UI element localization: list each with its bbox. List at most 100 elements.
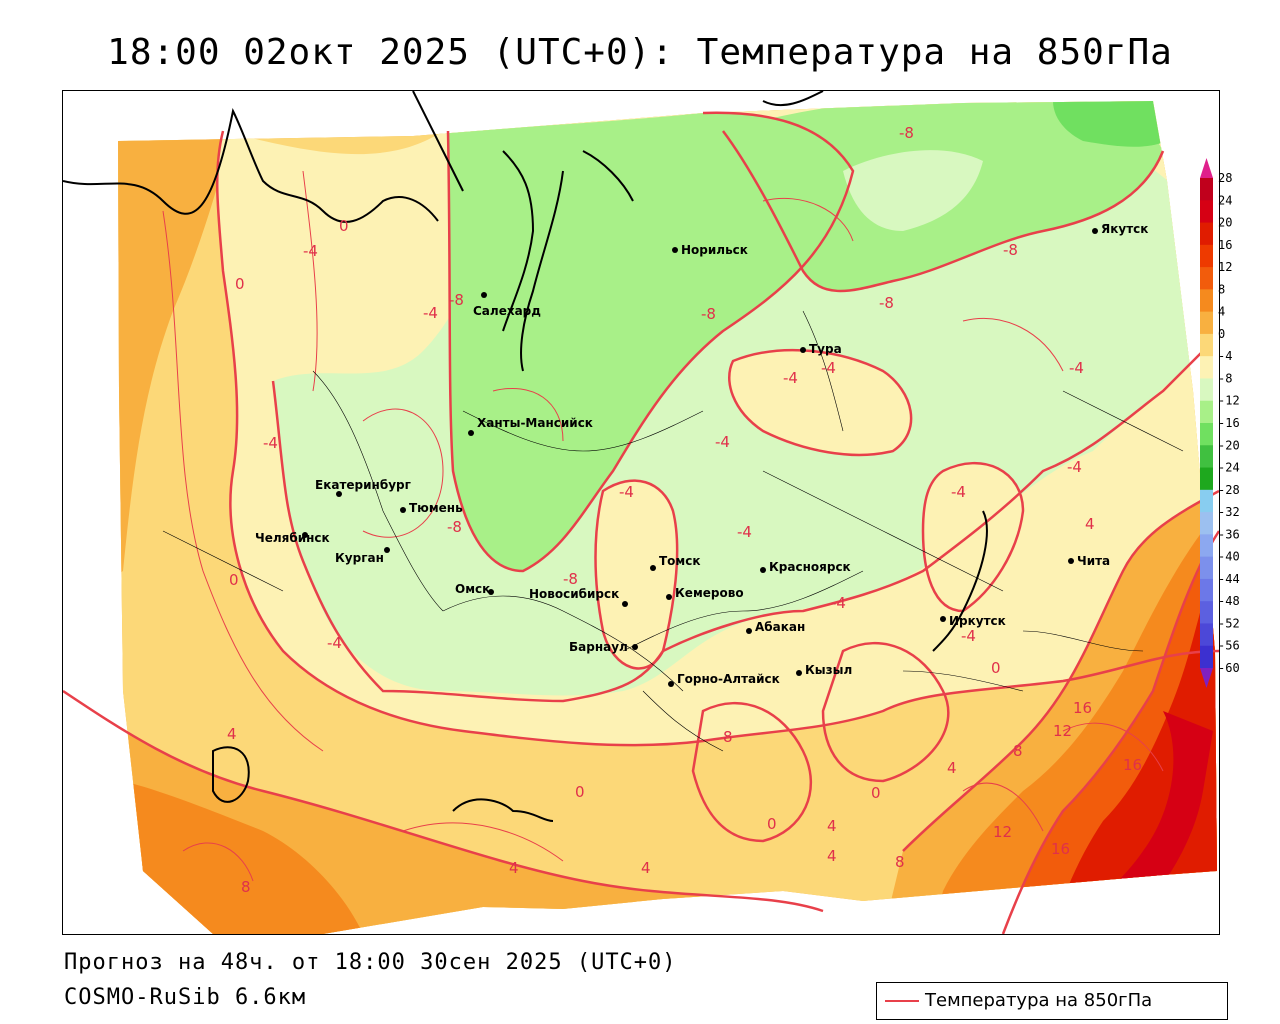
svg-text:Абакан: Абакан [755, 620, 805, 634]
city-gorno-altaysk[interactable]: Горно-Алтайск [668, 672, 780, 687]
city-barnaul[interactable]: Барнаул [569, 640, 638, 654]
colorbar-block [1200, 489, 1213, 513]
contour-label: 8 [723, 728, 733, 746]
colorbar-tick-label: -40 [1218, 550, 1240, 564]
contour-label: 8 [1013, 742, 1023, 760]
colorbar-block [1200, 512, 1213, 535]
city-norilsk[interactable]: Норильск [672, 243, 748, 257]
colorbar-tick-label: 16 [1218, 238, 1232, 252]
svg-text:Кызыл: Кызыл [805, 663, 852, 677]
svg-text:Норильск: Норильск [681, 243, 748, 257]
city-novosibirsk[interactable]: Новосибирск [529, 587, 628, 607]
colorbar-block [1200, 556, 1213, 580]
colorbar-tick-label: -48 [1218, 594, 1240, 608]
contour-label: -8 [701, 305, 716, 323]
contour-label: 0 [767, 815, 777, 833]
svg-text:Екатеринбург: Екатеринбург [315, 478, 411, 492]
colorbar-top-arrow [1200, 158, 1213, 178]
contour-label: 4 [509, 859, 519, 877]
city-tyumen[interactable]: Тюмень [400, 501, 463, 515]
colorbar-tick-label: -28 [1218, 483, 1240, 497]
colorbar-tick-label: -32 [1218, 505, 1240, 519]
contour-label: 4 [1085, 515, 1095, 533]
colorbar-block [1200, 378, 1213, 402]
contour-label: -4 [715, 433, 730, 451]
svg-text:Кемерово: Кемерово [675, 586, 744, 600]
colorbar-tick-label: -60 [1218, 661, 1240, 675]
colorbar-block [1200, 333, 1213, 357]
contour-label: 16 [1123, 756, 1142, 774]
colorbar-block [1200, 645, 1213, 669]
contour-label: 4 [827, 847, 837, 865]
svg-text:Чита: Чита [1077, 554, 1110, 568]
colorbar-block [1200, 534, 1213, 558]
svg-text:Иркутск: Иркутск [949, 614, 1006, 628]
svg-text:Тура: Тура [809, 342, 842, 356]
contour-label: -4 [423, 304, 438, 322]
colorbar-block [1200, 400, 1213, 424]
colorbar-block [1200, 222, 1213, 246]
city-abakan[interactable]: Абакан [746, 620, 805, 634]
contour-label: 4 [827, 817, 837, 835]
svg-text:Горно-Алтайск: Горно-Алтайск [677, 672, 780, 686]
contour-label: -4 [1067, 458, 1082, 476]
colorbar-tick-label: -20 [1218, 438, 1240, 452]
temperature-map[interactable]: Салехард Норильск Якутск Тура Ханты-Манс… [62, 90, 1220, 935]
contour-label: 0 [339, 217, 349, 235]
city-tura[interactable]: Тура [800, 342, 842, 356]
colorbar-tick-label: -8 [1218, 371, 1232, 385]
colorbar-block [1200, 311, 1213, 335]
contour-label: 8 [241, 878, 251, 896]
svg-text:Челябинск: Челябинск [255, 531, 330, 545]
city-irkutsk[interactable]: Иркутск [940, 614, 1006, 628]
contour-label: 4 [227, 725, 237, 743]
legend-line-swatch [885, 1000, 919, 1002]
svg-text:Тюмень: Тюмень [409, 501, 463, 515]
svg-text:Курган: Курган [335, 551, 384, 565]
colorbar-tick-label: -36 [1218, 527, 1240, 541]
contour-label: -4 [961, 627, 976, 645]
contour-label: 4 [641, 859, 651, 877]
contour-label: 0 [235, 275, 245, 293]
contour-label: 8 [895, 853, 905, 871]
city-krasnoyarsk[interactable]: Красноярск [760, 560, 851, 574]
contour-label: 4 [947, 759, 957, 777]
coastlines [63, 91, 988, 822]
colorbar-blocks [1200, 158, 1213, 688]
city-yakutsk[interactable]: Якутск [1092, 222, 1148, 236]
model-info: COSMO-RuSib 6.6км [64, 985, 307, 1010]
map-title: 18:00 02окт 2025 (UTC+0): Температура на… [107, 32, 1173, 73]
contour-label: -4 [951, 483, 966, 501]
colorbar-tick-label: -16 [1218, 416, 1240, 430]
svg-text:Ханты-Мансийск: Ханты-Мансийск [477, 416, 593, 430]
contour-label: -8 [879, 294, 894, 312]
contour-label: -4 [303, 242, 318, 260]
colorbar-labels: 28 24 20 16 12 8 4 0 -4 -8 -12 -16 -20 -24 -28 -32 -36 -4… [1218, 171, 1240, 675]
legend-label: Температура на 850гПа [925, 990, 1153, 1011]
city-khanty-mansiysk[interactable]: Ханты-Мансийск [468, 416, 593, 436]
colorbar-tick-label: 4 [1218, 305, 1225, 319]
colorbar-tick-label: -4 [1218, 349, 1232, 363]
cities: Салехард Норильск Якутск Тура Ханты-Манс… [255, 222, 1148, 687]
contour-label: -4 [327, 634, 342, 652]
city-chelyabinsk[interactable]: Челябинск [255, 531, 330, 545]
city-kyzyl[interactable]: Кызыл [796, 663, 852, 677]
legend-box: Температура на 850гПа [876, 982, 1228, 1020]
city-kurgan[interactable]: Курган [335, 547, 390, 565]
colorbar-block [1200, 423, 1213, 446]
city-omsk[interactable]: Омск [455, 582, 494, 596]
contour-label: 16 [1073, 699, 1092, 717]
colorbar-tick-label: 24 [1218, 193, 1232, 207]
city-ekaterinburg[interactable]: Екатеринбург [315, 478, 411, 497]
city-tomsk[interactable]: Томск [650, 554, 701, 571]
city-kemerovo[interactable]: Кемерово [666, 586, 744, 600]
colorbar-block [1200, 356, 1213, 379]
contour-lines [63, 111, 1219, 934]
contour-label: -8 [899, 124, 914, 142]
map-canvas: Салехард Норильск Якутск Тура Ханты-Манс… [63, 91, 1219, 934]
city-salekhard[interactable]: Салехард [473, 292, 541, 318]
contour-label: 0 [575, 783, 585, 801]
contour-label: 0 [991, 659, 1001, 677]
city-chita[interactable]: Чита [1068, 554, 1110, 568]
colorbar-tick-label: -56 [1218, 639, 1240, 653]
